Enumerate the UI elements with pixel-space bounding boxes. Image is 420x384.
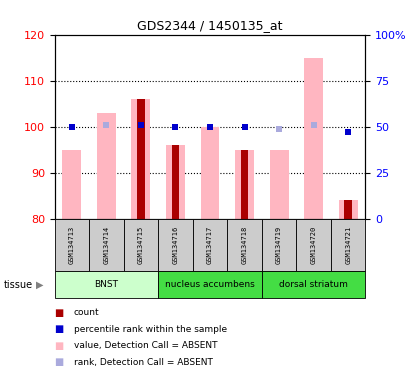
Text: percentile rank within the sample: percentile rank within the sample (74, 325, 227, 334)
Text: GSM134714: GSM134714 (103, 226, 109, 264)
Bar (241, 150, 248, 219)
Text: ■: ■ (55, 324, 64, 334)
Text: rank, Detection Call = ABSENT: rank, Detection Call = ABSENT (74, 358, 213, 367)
Bar (166, 145, 185, 219)
Text: GSM134719: GSM134719 (276, 226, 282, 264)
Title: GDS2344 / 1450135_at: GDS2344 / 1450135_at (137, 19, 283, 32)
Text: ■: ■ (55, 308, 64, 318)
Text: dorsal striatum: dorsal striatum (279, 280, 348, 289)
Text: GSM134717: GSM134717 (207, 226, 213, 264)
Text: GSM134720: GSM134720 (311, 226, 317, 264)
Bar (172, 145, 179, 219)
Text: tissue: tissue (4, 280, 33, 290)
Bar (55, 271, 158, 298)
Bar (200, 127, 220, 219)
Bar (55, 219, 89, 271)
Bar (193, 219, 227, 271)
Bar (63, 150, 81, 219)
Bar (227, 219, 262, 271)
Bar (89, 219, 123, 271)
Text: ■: ■ (55, 358, 64, 367)
Text: GSM134721: GSM134721 (345, 226, 351, 264)
Bar (123, 219, 158, 271)
Bar (331, 219, 365, 271)
Bar (339, 200, 357, 219)
Text: count: count (74, 308, 99, 318)
Text: ▶: ▶ (36, 280, 43, 290)
Bar (158, 271, 262, 298)
Text: nucleus accumbens: nucleus accumbens (165, 280, 255, 289)
Bar (262, 271, 365, 298)
Bar (131, 99, 150, 219)
Bar (262, 219, 297, 271)
Text: value, Detection Call = ABSENT: value, Detection Call = ABSENT (74, 341, 217, 351)
Text: GSM134715: GSM134715 (138, 226, 144, 264)
Bar (97, 113, 116, 219)
Text: GSM134713: GSM134713 (69, 226, 75, 264)
Bar (304, 58, 323, 219)
Bar (137, 99, 145, 219)
Text: GSM134718: GSM134718 (241, 226, 247, 264)
Text: GSM134716: GSM134716 (173, 226, 178, 264)
Bar (344, 200, 352, 219)
Bar (158, 219, 193, 271)
Bar (297, 219, 331, 271)
Bar (270, 150, 289, 219)
Text: ■: ■ (55, 341, 64, 351)
Text: BNST: BNST (94, 280, 118, 289)
Bar (235, 150, 254, 219)
